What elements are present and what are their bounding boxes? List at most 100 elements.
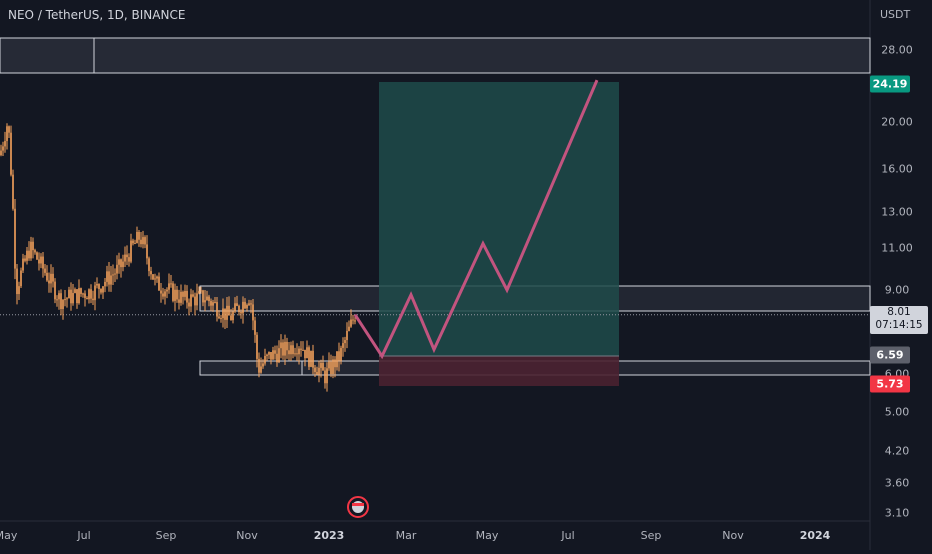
candle-body [276,353,278,363]
x-tick: May [475,529,499,542]
candle-body [80,288,82,294]
candle-body [230,315,232,321]
candle-body [262,363,264,367]
candle-body [146,244,148,259]
candle-body [28,250,30,259]
y-tick: 3.60 [884,476,910,490]
candle-body [26,250,28,261]
candle-body [344,340,346,344]
candle-body [210,301,212,306]
candle-body [52,273,54,282]
candle-body [204,300,206,303]
candle-body [184,291,186,297]
candle-body [270,352,272,360]
candle-body [354,320,356,322]
target-price-tag: 24.19 [870,75,910,93]
y-tick: 11.00 [881,241,913,255]
candle-body [66,298,68,300]
candle-body [44,268,46,273]
candle-body [144,237,146,245]
candle-body [72,292,74,304]
y-tick: 28.00 [881,43,913,57]
candle-body [248,303,250,305]
candle-body [224,308,226,320]
candle-body [274,350,276,354]
candle-body [318,367,320,375]
stop-price-tag: 5.73 [870,375,910,393]
entry-price-tag: 6.59 [870,346,910,364]
candle-body [314,367,316,372]
candle-body [304,349,306,359]
candle-body [256,334,258,359]
candle-body [6,126,8,142]
candle-body [64,299,66,301]
candle-body [84,293,86,298]
candle-body [158,276,160,291]
candle-body [54,281,56,300]
candle-body [162,293,164,297]
event-icon-stripe [352,503,364,506]
candle-body [36,252,38,260]
candle-body [226,305,228,320]
candle-body [246,304,248,309]
candle-body [232,311,234,321]
candle-body [60,293,62,309]
candle-body [102,286,104,293]
candle-body [62,299,64,309]
candle-body [322,362,324,371]
candle-body [332,359,334,375]
candle-body [352,319,354,321]
candle-body [308,347,310,367]
candle-body [112,274,114,276]
current-price: 8.01 [887,306,911,318]
candle-body [188,302,190,307]
candle-body [214,302,216,304]
symbol-title[interactable]: NEO / TetherUS, 1D, BINANCE [8,8,186,22]
candle-body [98,284,100,289]
candle-body [32,241,34,251]
candle-body [268,352,270,355]
candle-body [196,293,198,306]
x-tick: Sep [640,529,662,542]
y-tick: 9.00 [884,283,910,297]
candle-body [198,291,200,294]
candle-body [348,326,350,331]
candle-body [34,250,36,253]
candle-body [46,272,48,281]
candle-body [110,275,112,285]
candle-body [74,289,76,293]
candle-body [78,288,80,304]
candle-body [220,318,222,320]
candle-body [176,289,178,300]
candle-body [236,303,238,306]
candle-body [126,254,128,258]
candle-body [134,243,136,245]
candle-body [302,349,304,351]
candle-body [240,311,242,314]
candle-body [156,276,158,279]
candle-body [18,286,20,295]
y-tick: 20.00 [881,115,913,129]
candle-body [292,345,294,355]
candle-body [96,284,98,286]
candle-body [48,280,50,284]
x-tick: Nov [722,529,744,542]
candle-body [90,289,92,299]
resistance-zone-top [0,37,871,74]
candle-body [212,302,214,306]
candle-body [24,258,26,261]
y-tick: 16.00 [881,162,913,176]
candle-body [142,237,144,245]
candle-body [92,298,94,301]
candle-body [310,350,312,367]
candle-body [132,240,134,244]
y-tick: 5.00 [884,405,910,419]
candle-body [4,141,6,147]
candle-body [170,283,172,285]
candle-body [128,257,130,262]
y-tick: 13.00 [881,205,913,219]
candle-body [306,347,308,359]
candle-body [56,299,58,301]
